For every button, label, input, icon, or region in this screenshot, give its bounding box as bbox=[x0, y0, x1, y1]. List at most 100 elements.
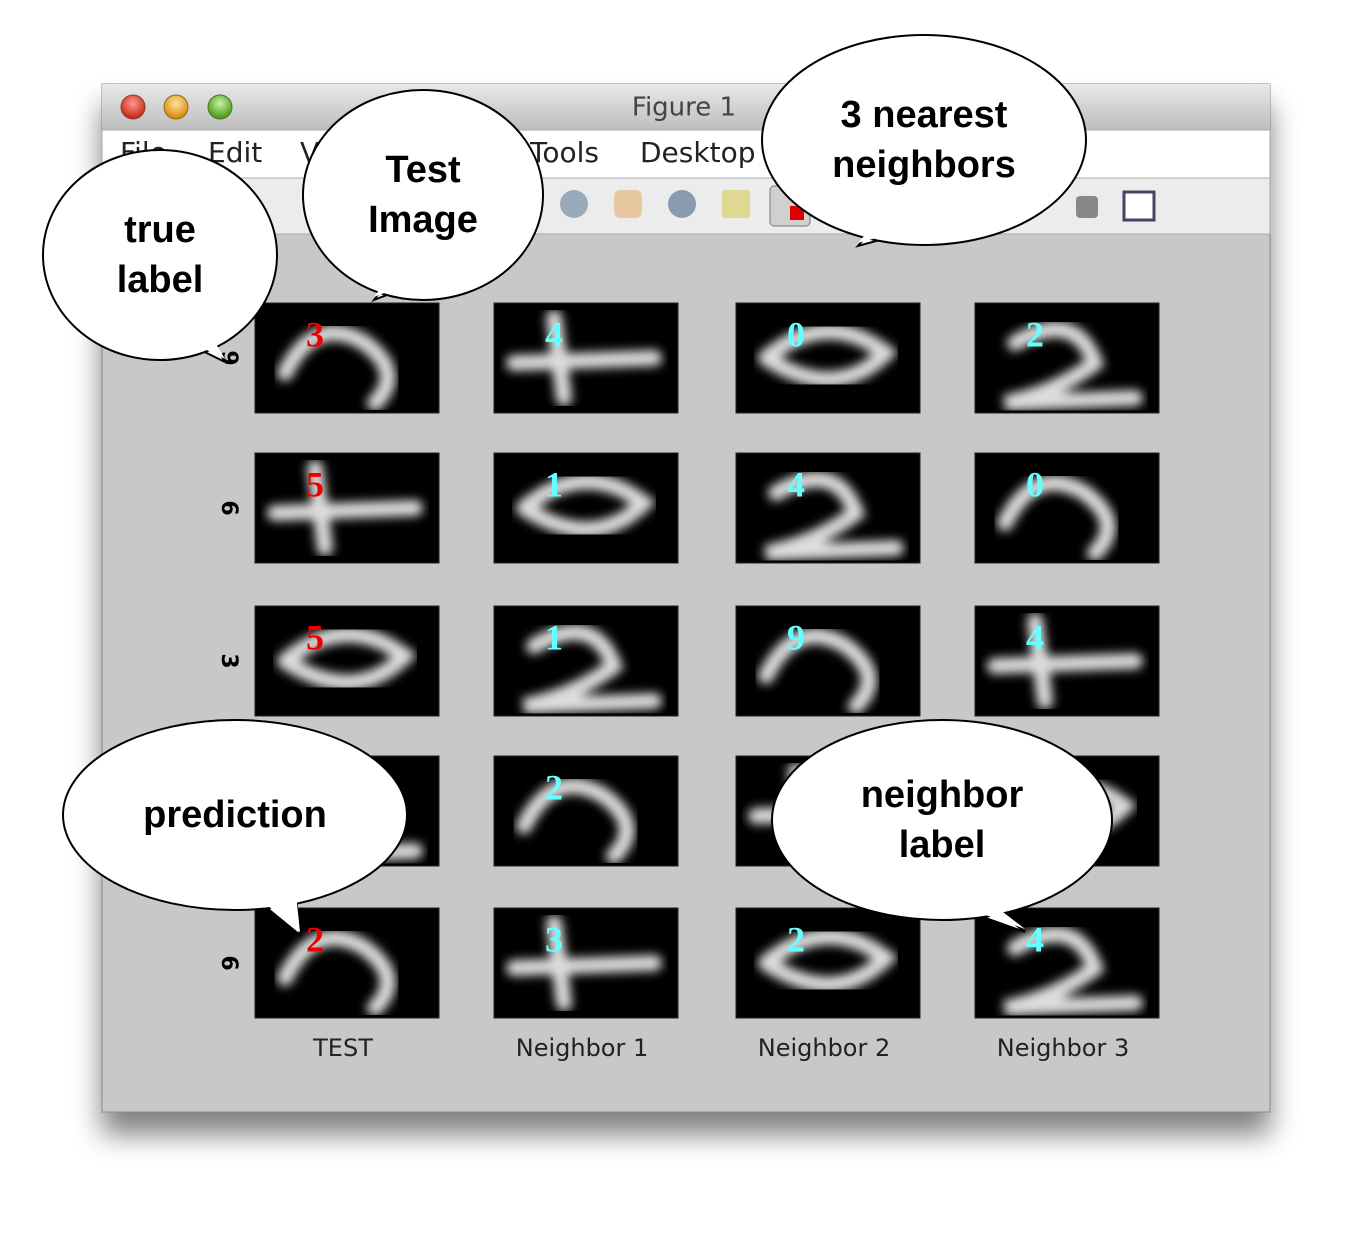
callout-text: prediction bbox=[143, 794, 327, 836]
neighbor-label: 4 bbox=[545, 314, 563, 354]
zoom-icon[interactable] bbox=[560, 190, 588, 218]
digit-stroke bbox=[1003, 926, 1143, 1016]
digit-stroke bbox=[987, 613, 1143, 709]
neighbor-image bbox=[974, 605, 1160, 717]
callout-text: neighbor bbox=[861, 774, 1024, 816]
brush-color bbox=[790, 206, 804, 220]
neighbor-label: 4 bbox=[1026, 919, 1044, 959]
prediction-label: 5 bbox=[306, 617, 324, 657]
digit-stroke bbox=[277, 930, 396, 1016]
digit-stroke bbox=[997, 475, 1116, 561]
digit-stroke bbox=[1003, 321, 1143, 411]
true-label: 6 bbox=[216, 500, 241, 515]
callout: neighbor label bbox=[771, 719, 1113, 933]
callout-text: true bbox=[124, 209, 196, 251]
callout-tail-cover bbox=[374, 275, 430, 297]
true-label: 3 bbox=[216, 653, 241, 668]
digit-stroke bbox=[506, 915, 662, 1011]
neighbor-image bbox=[974, 302, 1160, 414]
digit-stroke bbox=[277, 325, 396, 411]
pan-icon[interactable] bbox=[614, 190, 642, 218]
neighbor-image bbox=[735, 605, 921, 717]
neighbor-label: 0 bbox=[1026, 464, 1044, 504]
neighbor-image bbox=[493, 907, 679, 1019]
rotate-icon[interactable] bbox=[668, 190, 696, 218]
column-label: TEST bbox=[312, 1034, 373, 1062]
digit-stroke bbox=[764, 471, 904, 561]
callout: prediction bbox=[62, 719, 408, 938]
digit-stroke bbox=[758, 628, 877, 714]
neighbor-image bbox=[735, 907, 921, 1019]
callout-text: neighbors bbox=[832, 144, 1016, 186]
neighbor-image bbox=[493, 755, 679, 867]
callout-tail-cover bbox=[935, 897, 1025, 929]
neighbor-label: 2 bbox=[787, 919, 805, 959]
column-label: Neighbor 3 bbox=[997, 1034, 1130, 1062]
callout: true label bbox=[42, 149, 278, 365]
test-image bbox=[254, 452, 440, 564]
column-label: Neighbor 2 bbox=[758, 1034, 891, 1062]
neighbor-label: 4 bbox=[787, 464, 805, 504]
callout-bubble bbox=[761, 34, 1087, 246]
neighbor-label: 4 bbox=[1026, 617, 1044, 657]
callout-bubble bbox=[302, 89, 544, 301]
callout-bubble bbox=[771, 719, 1113, 921]
image-background bbox=[254, 302, 440, 414]
digit-stroke bbox=[516, 473, 657, 538]
neighbor-label: 3 bbox=[545, 919, 563, 959]
digit-stroke bbox=[516, 778, 635, 864]
callout-bubble bbox=[42, 149, 278, 361]
digit-stroke bbox=[277, 626, 418, 691]
callout-bubble bbox=[62, 719, 408, 911]
neighbor-image bbox=[735, 302, 921, 414]
neighbor-image bbox=[974, 907, 1160, 1019]
close-button[interactable] bbox=[120, 94, 146, 120]
neighbor-label: 1 bbox=[545, 464, 563, 504]
neighbor-image bbox=[735, 452, 921, 564]
column-label: Neighbor 1 bbox=[516, 1034, 649, 1062]
callout-text: Test bbox=[385, 149, 461, 191]
test-image bbox=[254, 302, 440, 414]
menu-item[interactable]: Desktop bbox=[640, 136, 755, 169]
digit-stroke bbox=[758, 928, 899, 993]
prediction-label: 2 bbox=[306, 919, 324, 959]
callout: Test Image bbox=[302, 89, 544, 303]
digit-stroke bbox=[522, 624, 662, 714]
digit-stroke bbox=[758, 323, 899, 388]
digit-stroke bbox=[506, 310, 662, 406]
callout-text: Image bbox=[368, 199, 478, 241]
prediction-label: 5 bbox=[306, 464, 324, 504]
neighbor-label: 2 bbox=[545, 767, 563, 807]
image-background bbox=[735, 605, 921, 717]
callout-text: 3 nearest bbox=[841, 94, 1008, 136]
hide-tools-icon[interactable] bbox=[1076, 196, 1098, 218]
image-background bbox=[493, 755, 679, 867]
datacursor-icon[interactable] bbox=[722, 190, 750, 218]
callout: 3 nearest neighbors bbox=[761, 34, 1087, 248]
zoom-button[interactable] bbox=[207, 94, 233, 120]
neighbor-label: 0 bbox=[787, 314, 805, 354]
menu-item[interactable]: Tools bbox=[529, 136, 599, 169]
test-image bbox=[254, 907, 440, 1019]
callout-text: label bbox=[899, 824, 986, 866]
image-background bbox=[974, 452, 1160, 564]
test-image bbox=[254, 605, 440, 717]
neighbor-label: 1 bbox=[545, 617, 563, 657]
neighbor-image bbox=[974, 452, 1160, 564]
window-title: Figure 1 bbox=[632, 93, 736, 123]
neighbor-image bbox=[493, 452, 679, 564]
show-tools-icon[interactable] bbox=[1122, 190, 1156, 222]
callout-tail-cover bbox=[858, 217, 935, 243]
neighbor-label: 2 bbox=[1026, 314, 1044, 354]
callout-tail-cover bbox=[245, 885, 300, 932]
true-label: 6 bbox=[216, 955, 241, 970]
true-label: 9 bbox=[216, 350, 241, 365]
prediction-label: 3 bbox=[306, 314, 324, 354]
minimize-button[interactable] bbox=[163, 94, 189, 120]
digit-stroke bbox=[267, 460, 423, 556]
neighbor-label: 9 bbox=[787, 617, 805, 657]
neighbor-image bbox=[493, 302, 679, 414]
image-background bbox=[254, 907, 440, 1019]
